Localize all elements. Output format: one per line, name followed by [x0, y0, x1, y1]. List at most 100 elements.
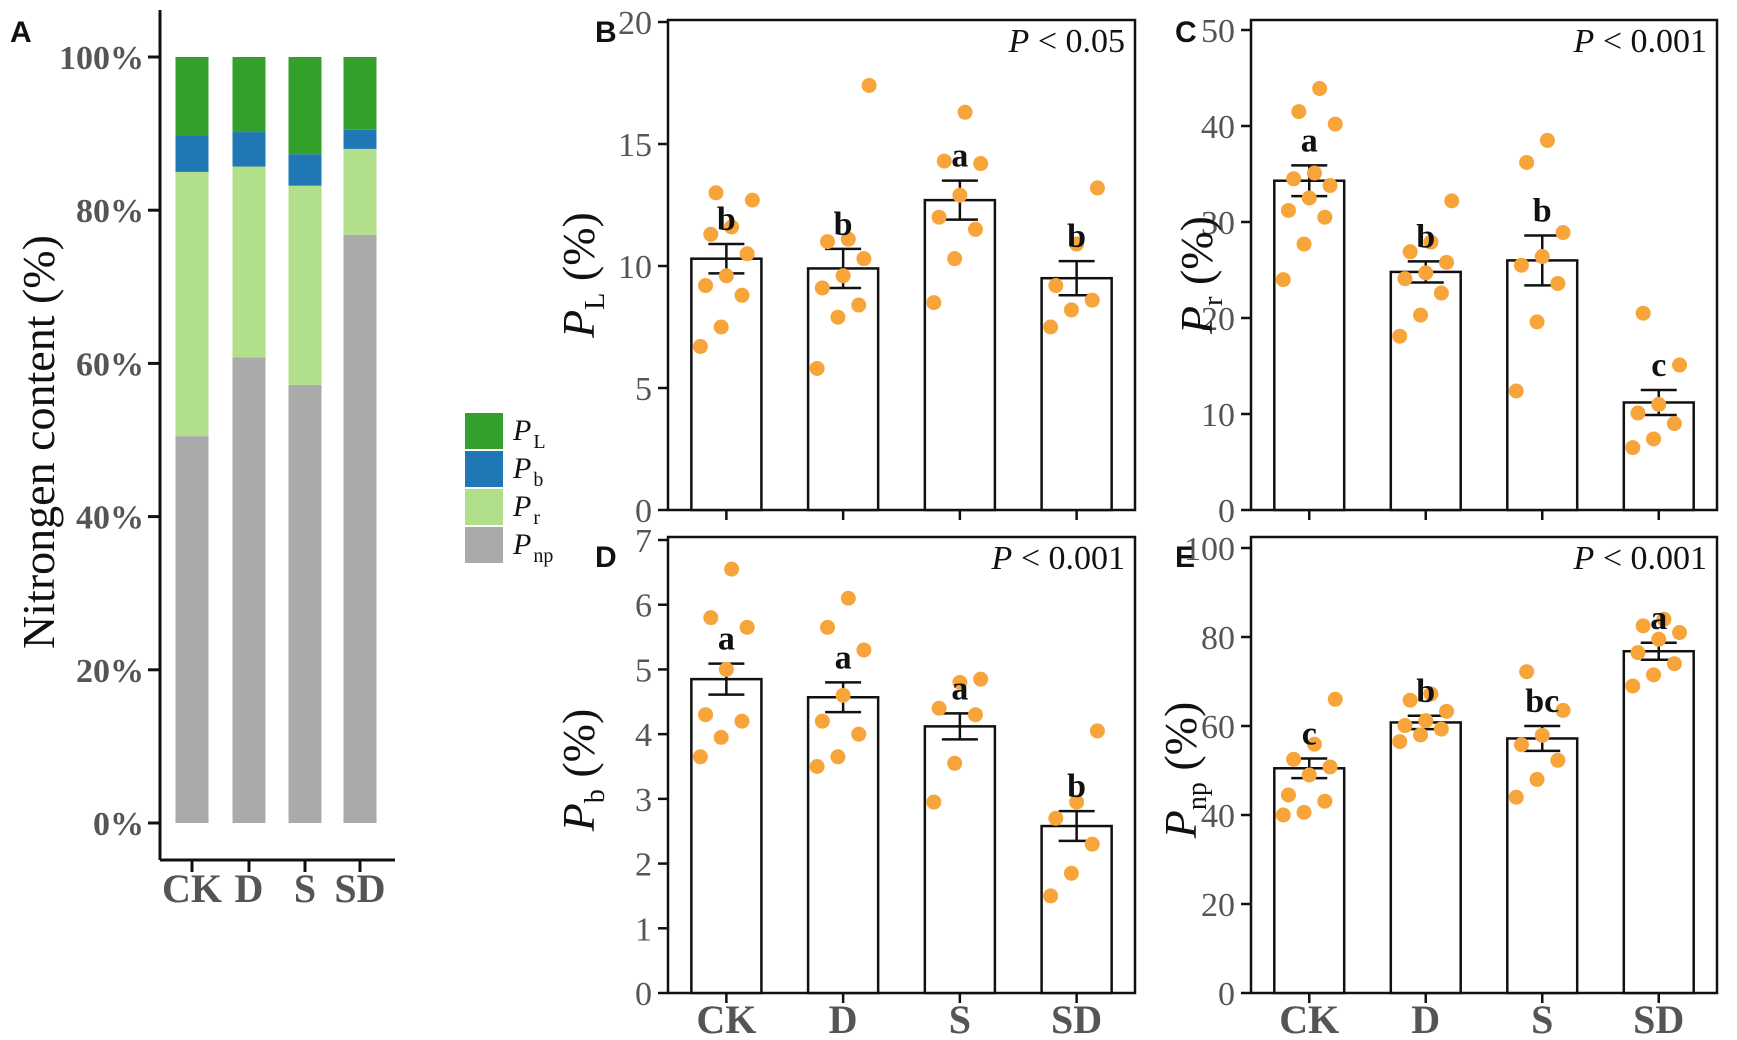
stack-segment-pnp: [343, 234, 377, 823]
data-point: [698, 707, 714, 723]
plot-frame: [1249, 535, 1719, 995]
x-tick-label: S: [294, 866, 316, 911]
data-point: [1286, 171, 1302, 187]
x-tick-label: S: [949, 997, 971, 1040]
bar: [806, 696, 880, 995]
y-tick-label: 5: [635, 371, 652, 408]
data-point: [1084, 292, 1100, 308]
data-point: [1555, 702, 1571, 718]
stack-segment-pl: [175, 57, 209, 136]
data-point: [1322, 759, 1338, 775]
data-point: [1043, 319, 1059, 335]
panel-label-c: C: [1175, 16, 1197, 49]
x-tick-label: SD: [1633, 997, 1684, 1040]
data-point: [1413, 727, 1429, 743]
significance-letter: b: [717, 201, 736, 238]
bar: [1040, 824, 1113, 995]
legend-swatch-pb: [465, 451, 503, 487]
data-point: [1089, 180, 1105, 196]
x-tick-label: CK: [1279, 997, 1339, 1040]
data-point: [1439, 254, 1455, 270]
legend-swatch-pnp: [465, 527, 503, 563]
legend-sub-pl: L: [533, 431, 545, 453]
p-value-symbol: P: [1008, 23, 1030, 60]
data-point: [820, 234, 836, 250]
bar: [923, 198, 997, 512]
data-point: [814, 280, 830, 296]
legend-sub-pnp: np: [533, 545, 553, 567]
y-tick-label: 20: [1201, 887, 1235, 924]
data-point: [1286, 751, 1302, 767]
data-point: [1275, 807, 1291, 823]
data-point: [1534, 727, 1550, 743]
bar: [1622, 401, 1695, 512]
y-tick-label: 40%: [76, 500, 144, 537]
y-axis-title-symbol: P: [1171, 306, 1222, 335]
data-point: [1301, 767, 1317, 783]
data-point: [1280, 787, 1296, 803]
stack-segment-pnp: [175, 436, 209, 823]
data-point: [856, 642, 872, 658]
data-point: [708, 185, 724, 201]
y-tick-label: 80: [1201, 620, 1235, 657]
bar: [1040, 276, 1113, 512]
data-point: [1555, 225, 1571, 241]
data-point: [1625, 678, 1641, 694]
data-point: [1630, 405, 1646, 421]
data-point: [1392, 734, 1408, 750]
y-axis-title-symbol: P: [1155, 810, 1206, 839]
data-point: [1069, 794, 1085, 810]
stack-segment-pl: [288, 57, 322, 155]
data-point: [1327, 116, 1343, 132]
data-point: [1519, 154, 1535, 170]
y-tick-label: 10: [618, 249, 652, 286]
data-point: [1327, 691, 1343, 707]
y-tick-label: 15: [618, 127, 652, 164]
data-point: [1280, 202, 1296, 218]
y-axis-title: Pnp (%): [1155, 702, 1213, 840]
y-tick-label: 2: [635, 847, 652, 884]
p-value-rest: < 0.001: [1012, 540, 1125, 577]
p-value-text: P < 0.001: [1573, 23, 1707, 60]
data-point: [724, 219, 740, 235]
bar: [690, 677, 763, 995]
y-tick-label: 60: [1201, 709, 1235, 746]
data-point: [1301, 190, 1317, 206]
bar: [1389, 270, 1462, 512]
data-point: [1322, 178, 1338, 194]
y-tick-label: 20%: [76, 653, 144, 690]
data-point: [809, 759, 825, 774]
data-point: [835, 687, 851, 703]
data-point: [1413, 307, 1429, 323]
data-point: [830, 749, 846, 765]
significance-letter: b: [1416, 673, 1435, 710]
legend-swatch-pl: [465, 413, 503, 449]
significance-letter: a: [1650, 600, 1667, 637]
data-point: [926, 794, 942, 810]
x-tick-label: CK: [696, 997, 756, 1040]
data-point: [1418, 713, 1434, 729]
data-point: [1048, 810, 1064, 826]
bar: [690, 257, 763, 512]
data-point: [1433, 721, 1449, 737]
data-point: [1306, 736, 1322, 752]
data-point: [851, 297, 867, 313]
y-tick-label: 40: [1201, 109, 1235, 146]
x-tick-label: D: [829, 997, 858, 1040]
data-point: [1508, 789, 1524, 805]
data-point: [1529, 771, 1545, 787]
significance-letter: b: [1533, 192, 1552, 229]
y-tick-label: 0: [1218, 976, 1235, 1013]
bar: [1389, 721, 1462, 995]
data-point: [692, 339, 708, 355]
data-point: [814, 713, 830, 729]
stack-segment-pr: [175, 171, 209, 437]
significance-letter: bc: [1525, 683, 1559, 720]
data-point: [1418, 265, 1434, 281]
x-tick-label: D: [235, 866, 264, 911]
data-point: [1439, 703, 1455, 719]
y-axis-title-sub: b: [580, 789, 611, 803]
